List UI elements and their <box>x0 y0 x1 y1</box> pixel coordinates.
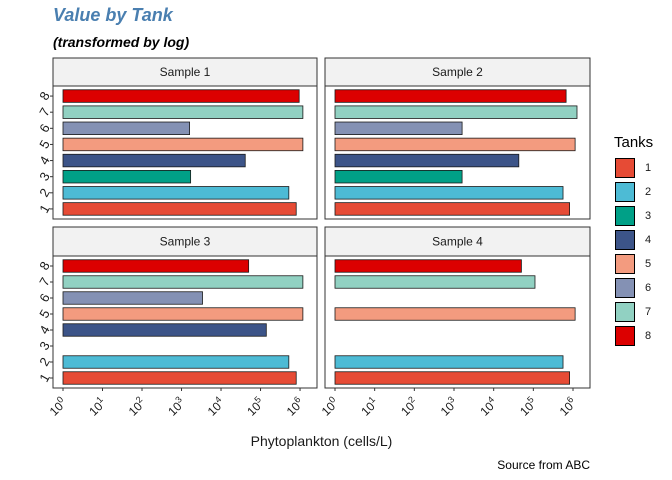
x-tick-label: 106 <box>282 394 306 418</box>
y-tick-label: 7 <box>36 275 53 289</box>
legend-swatch <box>615 254 635 274</box>
bar <box>334 307 576 321</box>
facet-strip <box>324 57 591 87</box>
legend-label: 2 <box>645 186 652 198</box>
legend-swatch <box>615 206 635 226</box>
y-tick-label: 6 <box>36 121 53 135</box>
x-tick-label: 106 <box>555 394 579 418</box>
x-tick-label: 102 <box>124 394 148 418</box>
bar <box>62 153 246 168</box>
x-tick-label: 103 <box>164 394 188 418</box>
legend-label: 7 <box>645 306 652 318</box>
bar <box>62 121 190 136</box>
legend-swatch <box>615 302 635 322</box>
bar <box>334 371 570 385</box>
y-tick-label: 2 <box>36 186 53 200</box>
legend-label: 5 <box>645 258 652 270</box>
y-tick-label: 5 <box>36 307 53 321</box>
bar <box>62 323 267 337</box>
y-tick-label: 2 <box>36 355 53 369</box>
bar <box>334 121 463 136</box>
bar <box>62 137 304 152</box>
legend-swatch <box>615 230 635 250</box>
bar <box>334 202 570 216</box>
x-tick-label: 101 <box>85 394 109 418</box>
legend-swatch <box>615 326 635 346</box>
chart-caption: Source from ABC <box>497 458 590 472</box>
x-tick-label: 103 <box>436 394 460 418</box>
y-tick-label: 4 <box>36 323 53 337</box>
bar <box>62 169 192 184</box>
facet-strip <box>52 226 318 257</box>
legend-swatch <box>615 158 635 178</box>
legend-swatch <box>615 182 635 202</box>
legend-swatch <box>615 278 635 298</box>
y-tick-label: 1 <box>36 202 53 216</box>
bar <box>62 202 297 216</box>
bar <box>62 89 300 103</box>
x-tick-label: 104 <box>203 394 227 418</box>
bar <box>334 259 522 273</box>
y-tick-label: 8 <box>36 259 53 273</box>
facet-strip <box>324 226 591 257</box>
x-tick-label: 100 <box>317 394 341 418</box>
x-tick-label: 100 <box>45 394 69 418</box>
bar <box>334 275 536 289</box>
bar <box>334 105 578 119</box>
x-tick-label: 102 <box>397 394 421 418</box>
bar <box>62 307 304 321</box>
y-tick-label: 7 <box>36 105 53 119</box>
legend-label: 8 <box>645 330 652 342</box>
bar <box>334 355 564 369</box>
bar <box>62 259 250 273</box>
facet-strip-label: Sample 1 <box>160 65 211 79</box>
bar <box>334 137 576 152</box>
bar <box>334 169 463 184</box>
legend-label: 6 <box>645 282 652 294</box>
x-tick-label: 104 <box>476 394 500 418</box>
legend-title: Tanks <box>614 134 654 151</box>
bar <box>334 186 564 200</box>
chart-title: Value by Tank <box>53 5 173 25</box>
bar <box>62 355 290 369</box>
bar <box>62 291 203 305</box>
y-tick-label: 1 <box>36 371 53 385</box>
facet-strip-label: Sample 3 <box>160 235 211 249</box>
y-tick-label: 8 <box>36 89 53 103</box>
x-axis-label: Phytoplankton (cells/L) <box>250 433 393 449</box>
y-tick-label: 4 <box>36 153 53 167</box>
bar <box>334 89 567 103</box>
facet-strip <box>52 57 318 87</box>
y-tick-label: 6 <box>36 291 53 305</box>
bar <box>62 275 304 289</box>
legend-label: 1 <box>645 162 652 174</box>
y-tick-label: 3 <box>36 170 53 184</box>
facet-strip-label: Sample 4 <box>432 235 483 249</box>
x-tick-label: 101 <box>357 394 381 418</box>
bar <box>62 105 304 119</box>
legend-label: 3 <box>645 210 652 222</box>
facet-strip-label: Sample 2 <box>432 65 483 79</box>
bar <box>62 186 290 200</box>
x-tick-label: 105 <box>516 394 540 418</box>
y-tick-label: 3 <box>36 339 53 353</box>
bar <box>334 153 520 168</box>
bar <box>62 371 297 385</box>
legend-label: 4 <box>645 234 652 246</box>
chart-subtitle: (transformed by log) <box>53 34 190 50</box>
x-tick-label: 105 <box>243 394 267 418</box>
y-tick-label: 5 <box>36 137 53 151</box>
